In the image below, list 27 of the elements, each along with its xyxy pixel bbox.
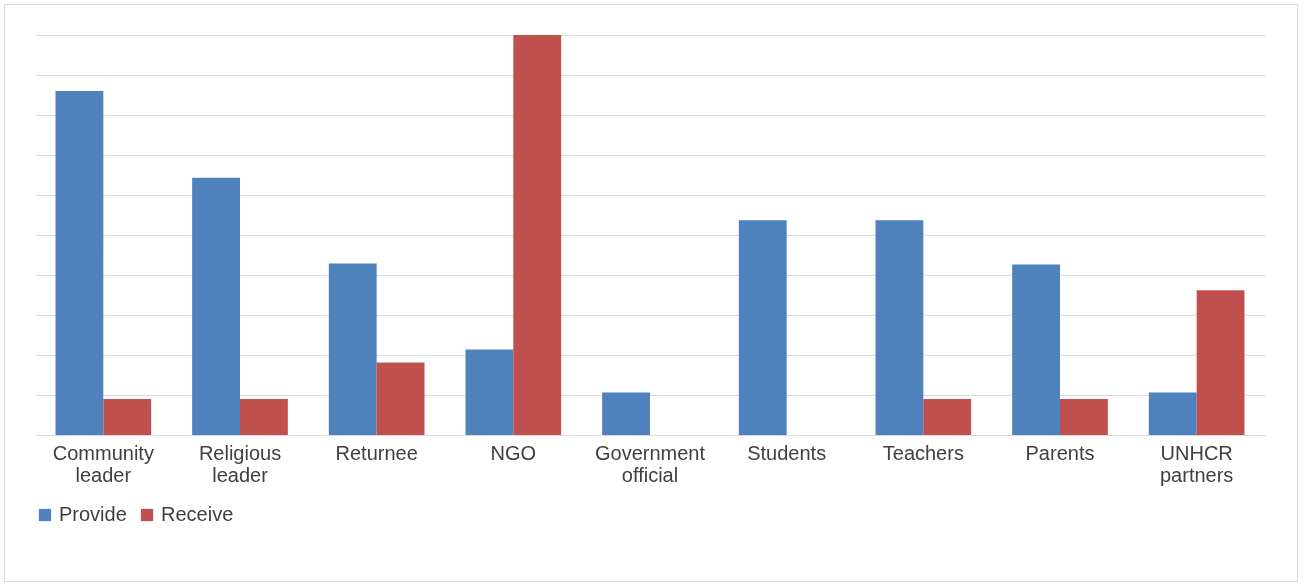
x-tick-label: Parents xyxy=(1025,441,1095,464)
bar xyxy=(376,362,425,435)
bar xyxy=(738,220,787,435)
x-tick-label: Government official xyxy=(594,441,706,486)
bar xyxy=(1060,399,1108,435)
x-tick-label: UNHCR partners xyxy=(1159,441,1234,486)
bar xyxy=(1148,392,1197,435)
bar xyxy=(1012,264,1060,435)
bar xyxy=(875,220,924,435)
x-tick-label: Teachers xyxy=(882,441,964,464)
x-tick-label: NGO xyxy=(490,441,537,464)
bar xyxy=(328,263,377,435)
bar xyxy=(465,349,514,435)
legend-label: Receive xyxy=(161,503,234,525)
x-tick-label: Students xyxy=(747,441,827,464)
legend-label: Provide xyxy=(59,503,127,525)
bar xyxy=(192,177,240,435)
bar xyxy=(513,35,562,435)
bar xyxy=(1196,290,1245,435)
bar xyxy=(602,392,650,435)
bar xyxy=(240,399,288,435)
bar xyxy=(55,91,104,435)
x-tick-label: Community leader xyxy=(52,441,154,486)
x-tick-label: Returnee xyxy=(335,441,418,464)
bar xyxy=(103,399,152,435)
bar xyxy=(923,399,972,435)
x-tick-label: Religious leader xyxy=(198,441,282,486)
